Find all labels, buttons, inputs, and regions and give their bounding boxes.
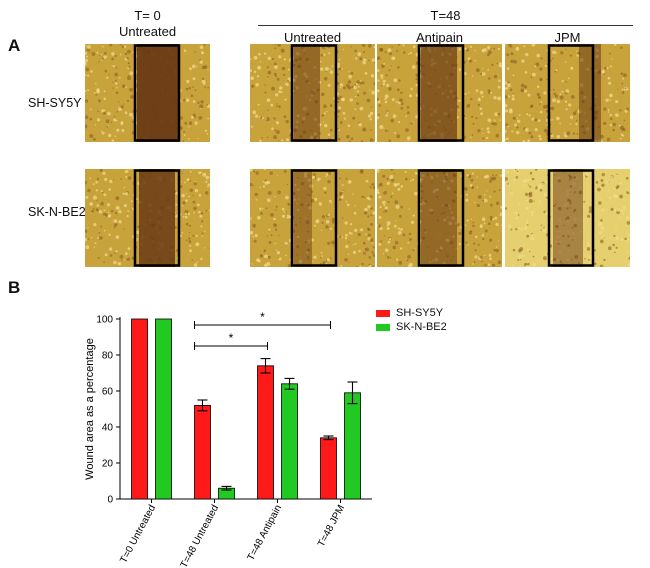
bar-0-1 xyxy=(194,404,211,500)
micrograph-sh-sy5y-t48-untreated xyxy=(250,44,375,142)
x-tick-label-0: T=0 Untreated xyxy=(118,503,158,565)
micrograph-sk-n-be2-t48-untreated xyxy=(250,169,375,267)
significance-label-1: * xyxy=(260,310,265,324)
bar-1-0 xyxy=(155,318,172,500)
t48-header: T=48 xyxy=(430,8,461,23)
micrograph-sh-sy5y-t0 xyxy=(85,44,210,142)
legend-label-sk-n-be2: SK-N-BE2 xyxy=(396,321,447,333)
legend-item-sh-sy5y: SH-SY5Y xyxy=(376,307,443,319)
t48-divider xyxy=(258,25,633,26)
x-tick-label-2: T=48 Antipain xyxy=(246,503,285,562)
y-axis-label: Wound area as a percentage xyxy=(84,338,96,480)
col-header-untreated: Untreated xyxy=(283,30,342,45)
panel-a-letter: A xyxy=(8,36,21,55)
y-tick-label: 20 xyxy=(102,459,114,470)
col-header-jpm: JPM xyxy=(554,30,581,45)
t0-subheader: Untreated xyxy=(118,24,177,39)
bar-0-2 xyxy=(257,365,274,500)
micrograph-sk-n-be2-t0 xyxy=(85,169,210,267)
x-tick-label-1: T=48 Untreated xyxy=(179,503,221,568)
micrograph-sk-n-be2-t48-jpm xyxy=(505,169,630,267)
row-label-sk-n-be2: SK-N-BE2 xyxy=(28,205,86,219)
legend-label-sh-sy5y: SH-SY5Y xyxy=(396,307,444,319)
panel-b-letter: B xyxy=(8,278,21,297)
micrograph-sh-sy5y-t48-antipain xyxy=(377,44,502,142)
row-label-sh-sy5y: SH-SY5Y xyxy=(28,96,82,110)
y-tick-label: 0 xyxy=(107,495,113,506)
bar-0-3 xyxy=(320,437,337,500)
y-tick-label: 40 xyxy=(102,423,114,434)
bar-1-3 xyxy=(344,392,361,500)
y-tick-label: 80 xyxy=(102,351,114,362)
y-tick-label: 100 xyxy=(96,315,113,326)
significance-label-0: * xyxy=(229,331,234,345)
legend-swatch-sh-sy5y xyxy=(376,309,390,317)
legend-item-sk-n-be2: SK-N-BE2 xyxy=(376,321,447,333)
bar-1-2 xyxy=(281,383,298,500)
x-tick-label-3: T=48 JPM xyxy=(316,503,347,549)
y-tick-label: 60 xyxy=(102,387,114,398)
legend-swatch-sk-n-be2 xyxy=(376,323,390,331)
t0-header: T= 0 xyxy=(134,8,161,23)
col-header-antipain: Antipain xyxy=(416,30,463,45)
micrograph-sh-sy5y-t48-jpm xyxy=(505,44,630,142)
bar-0-0 xyxy=(131,318,148,500)
micrograph-sk-n-be2-t48-antipain xyxy=(377,169,502,267)
